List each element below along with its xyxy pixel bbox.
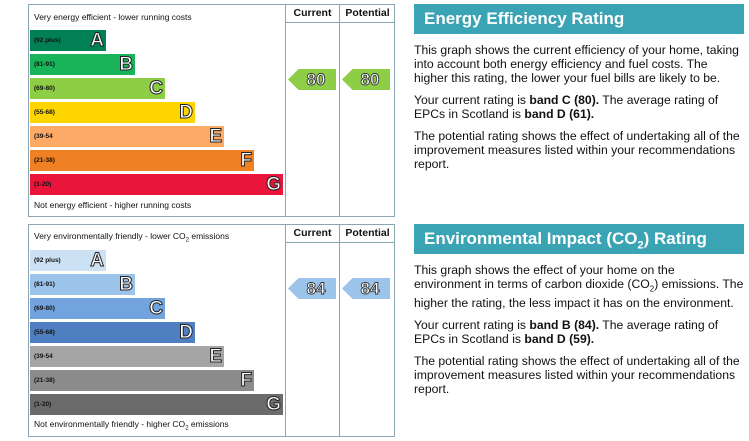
band-g: (1-20) G (30, 174, 283, 196)
current-column-header: Current (293, 227, 332, 239)
band-f: (21-38) F (30, 150, 254, 172)
potential-rating-arrow: 84 (342, 278, 390, 299)
band-range: (81-91) (34, 61, 55, 68)
current-rating-text: Your current rating is band B (84). The … (414, 318, 719, 347)
band-letter: E (209, 346, 223, 368)
band-b: (81-91) B (30, 274, 135, 296)
band-d: (55-68) D (30, 102, 195, 124)
band-range: (81-91) (34, 281, 55, 288)
band-letter: B (119, 274, 134, 296)
current-column-header: Current (293, 7, 332, 19)
band-d: (55-68) D (30, 322, 195, 344)
band-e: (39-54 E (30, 346, 224, 368)
panel-title: Energy Efficiency Rating (414, 4, 744, 34)
band-b: (81-91) B (30, 54, 135, 76)
potential-column-header: Potential (345, 227, 390, 239)
band-range: (69-80) (34, 305, 55, 312)
band-g: (1-20) G (30, 394, 283, 416)
band-range: (55-68) (34, 109, 55, 116)
potential-column-header: Potential (345, 7, 390, 19)
panel-title: Environmental Impact (CO2) Rating (414, 224, 744, 254)
top-caption: Very energy efficient - lower running co… (34, 12, 192, 22)
top-caption: Very environmentally friendly - lower CO… (34, 231, 230, 244)
band-c: (69-80) C (30, 78, 165, 100)
panel-description: This graph shows the effect of your home… (414, 263, 744, 311)
bottom-caption: Not environmentally friendly - higher CO… (34, 419, 229, 432)
energy-efficiency-panel: Energy Efficiency Rating This graph show… (414, 4, 744, 171)
band-f: (21-38) F (30, 370, 254, 392)
potential-rating-text: The potential rating shows the effect of… (414, 354, 740, 397)
band-range: (1-20) (34, 401, 52, 408)
bottom-caption: Not energy efficient - higher running co… (34, 200, 192, 210)
band-letter: G (266, 174, 282, 196)
band-letter: A (90, 30, 105, 52)
potential-rating-arrow: 80 (342, 69, 390, 90)
environmental-impact-panel: Environmental Impact (CO2) Rating This g… (414, 224, 744, 396)
band-range: (39-54 (34, 133, 53, 140)
band-range: (55-68) (34, 329, 55, 336)
band-range: (21-38) (34, 157, 55, 164)
band-letter: G (266, 394, 282, 416)
band-range: (69-80) (34, 85, 55, 92)
energy-rating-chart: Current Potential Very energy efficient … (28, 4, 395, 217)
current-rating-arrow: 84 (288, 278, 336, 299)
band-letter: D (179, 322, 194, 344)
current-rating-text: Your current rating is band C (80). The … (414, 93, 719, 121)
band-letter: C (149, 298, 164, 320)
current-rating-arrow: 80 (288, 69, 336, 90)
band-c: (69-80) C (30, 298, 165, 320)
band-letter: C (149, 78, 164, 100)
band-letter: D (179, 102, 194, 124)
band-range: (92 plus) (34, 37, 61, 44)
band-letter: A (90, 250, 105, 272)
panel-description: This graph shows the current efficiency … (414, 43, 739, 85)
band-e: (39-54 E (30, 126, 224, 148)
potential-rating-text: The potential rating shows the effect of… (414, 129, 740, 171)
band-range: (92 plus) (34, 257, 61, 264)
band-range: (21-38) (34, 377, 55, 384)
band-letter: E (209, 126, 223, 148)
band-letter: B (119, 54, 134, 76)
environmental-impact-chart: Current Potential Very environmentally f… (28, 224, 395, 437)
band-a: (92 plus) A (30, 30, 106, 52)
band-letter: F (240, 370, 253, 392)
band-letter: F (240, 150, 253, 172)
band-range: (39-54 (34, 353, 53, 360)
band-a: (92 plus) A (30, 250, 106, 272)
band-range: (1-20) (34, 181, 52, 188)
